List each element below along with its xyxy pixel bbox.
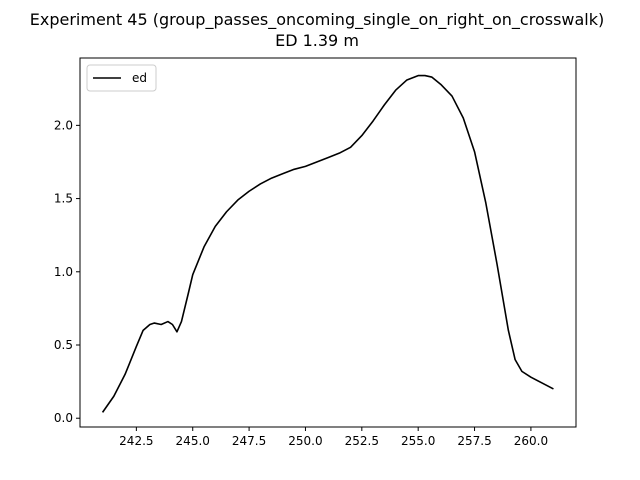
x-tick-label: 247.5 [232, 434, 266, 448]
y-tick-label: 1.5 [54, 192, 73, 206]
x-tick-label: 245.0 [176, 434, 210, 448]
series-line-ed [101, 74, 554, 413]
y-tick-label: 2.0 [54, 118, 73, 132]
x-tick-label: 250.0 [288, 434, 322, 448]
y-tick-label: 0.0 [54, 411, 73, 425]
series-layer [101, 74, 554, 413]
legend-label-ed: ed [132, 71, 147, 85]
chart-title: Experiment 45 (group_passes_oncoming_sin… [30, 10, 605, 30]
legend: ed [86, 64, 157, 92]
y-tick-label: 1.0 [54, 265, 73, 279]
plot-frame [79, 57, 577, 428]
y-tick-label: 0.5 [54, 338, 73, 352]
x-tick-label: 255.0 [401, 434, 435, 448]
x-tick-label: 252.5 [345, 434, 379, 448]
legend-box [86, 64, 157, 92]
chart-subtitle: ED 1.39 m [275, 31, 359, 50]
x-axis: 242.5 245.0 247.5 250.0 252.5 255.0 257.5 260.0 [119, 427, 548, 448]
x-tick-label: 257.5 [457, 434, 491, 448]
x-tick-label: 242.5 [119, 434, 153, 448]
y-axis: 0.0 0.5 1.0 1.5 2.0 [54, 118, 80, 425]
x-tick-label: 260.0 [514, 434, 548, 448]
